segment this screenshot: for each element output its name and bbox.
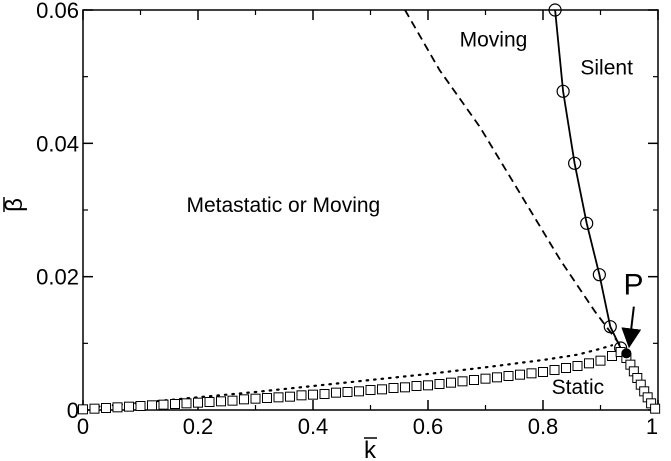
series-square-marker [572, 361, 583, 371]
series-square-marker [561, 363, 571, 373]
series-solid-circle-marker [568, 156, 582, 170]
series-square-marker [158, 399, 169, 410]
series-square-marker [342, 387, 353, 397]
point-p-marker [621, 348, 632, 359]
series-square-marker [538, 367, 548, 377]
series-square-marker [607, 351, 617, 361]
series-solid-circle-marker [580, 216, 594, 230]
series-square-marker [250, 393, 261, 404]
series-square-marker [388, 383, 399, 393]
point-p-arrow [621, 306, 642, 349]
x-tick-label: 0.2 [183, 414, 214, 439]
series-solid-circle-marker [592, 268, 606, 282]
series-square-marker [400, 382, 410, 393]
series-square-marker [503, 371, 514, 381]
series-square-marker [434, 379, 445, 389]
region-label: Static [552, 376, 605, 399]
y-tick-label: 0.02 [36, 265, 79, 290]
series-square-marker [457, 376, 468, 387]
region-label: Silent [580, 57, 633, 80]
series-square-marker [595, 355, 606, 366]
series-dashed-line [404, 9, 628, 354]
series-solid-circle-marker [556, 84, 570, 98]
series-square-marker [147, 400, 157, 411]
series-square-marker [411, 381, 422, 391]
series-square-marker [135, 401, 146, 411]
x-tick-labels: 0 0.2 0.4 0.6 0.8 1 [77, 414, 658, 439]
y-tick-label: 0.04 [36, 131, 79, 156]
x-axis-label: k [364, 437, 377, 461]
series-square-marker [365, 385, 376, 395]
series-square-marker [526, 368, 537, 379]
series-square-marker [480, 373, 491, 384]
series-square-marker [492, 372, 502, 383]
series-square-marker [112, 402, 123, 413]
series-square-marker [193, 397, 203, 408]
series-square-marker [331, 387, 341, 398]
series-square-marker [170, 399, 180, 409]
series-solid-circle-marker [548, 3, 562, 17]
series-square-marker [273, 392, 284, 403]
series-square-marker [262, 393, 272, 403]
series-square-marker [469, 375, 479, 385]
series-square-marker [124, 401, 134, 412]
series-square-marker [227, 395, 238, 406]
y-tick-label: 0.06 [36, 0, 79, 23]
series-square-marker [308, 389, 318, 400]
series-square-marker [89, 403, 100, 414]
region-label: Metastatic or Moving [187, 194, 381, 217]
series-square-marker [446, 377, 456, 388]
series-square-marker [239, 394, 249, 405]
series-square-marker [650, 403, 661, 414]
x-tick-label: 0.4 [298, 414, 329, 439]
series-square-marker [285, 391, 295, 402]
series-square-marker [515, 369, 525, 380]
series-square-marker [319, 389, 330, 399]
series-square-marker [296, 390, 307, 401]
data-series [78, 3, 661, 415]
series-square-marker [204, 397, 215, 407]
series-square-marker [78, 404, 88, 415]
y-tick-label: 0 [67, 398, 79, 423]
series-dotted-line [81, 344, 614, 410]
x-tick-label: 1 [646, 414, 658, 439]
series-square-marker [216, 396, 226, 407]
region-annotations: Moving Silent Metastatic or Moving Static P [187, 29, 644, 399]
series-square-marker [584, 358, 594, 369]
x-tick-label: 0.8 [528, 414, 559, 439]
series-square-marker [423, 380, 433, 391]
point-p-label: P [624, 269, 644, 302]
y-tick-labels: 0 0.02 0.04 0.06 [36, 0, 79, 423]
series-square-marker [101, 403, 111, 413]
y-axis-label: β [1, 198, 28, 212]
x-tick-label: 0 [77, 414, 89, 439]
series-square-marker [549, 365, 560, 375]
series-square-marker [377, 384, 387, 395]
x-tick-label: 0.6 [413, 414, 444, 439]
series-square-marker [181, 398, 192, 409]
series-square-marker [354, 386, 364, 397]
region-label: Moving [460, 29, 528, 52]
